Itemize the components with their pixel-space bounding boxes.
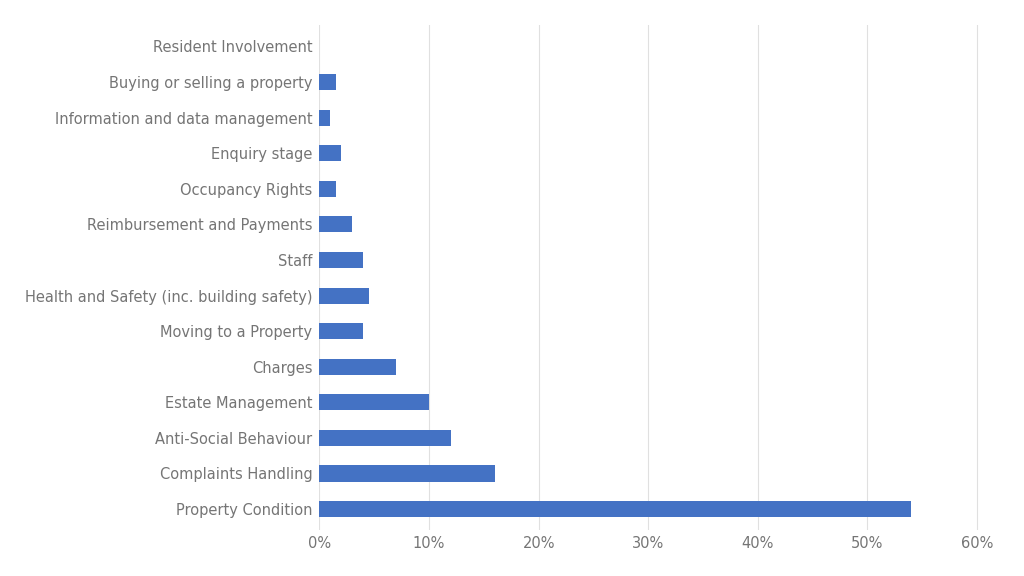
Bar [319,109,331,126]
Bar [319,74,336,90]
Bar [319,287,369,304]
Bar [319,501,911,517]
Bar [319,181,336,197]
Bar [319,145,341,161]
Bar [319,252,364,268]
Bar [319,323,364,339]
Bar [319,465,495,482]
Bar [319,430,451,446]
Bar [319,395,429,410]
Bar [319,217,352,232]
Bar [319,359,396,375]
